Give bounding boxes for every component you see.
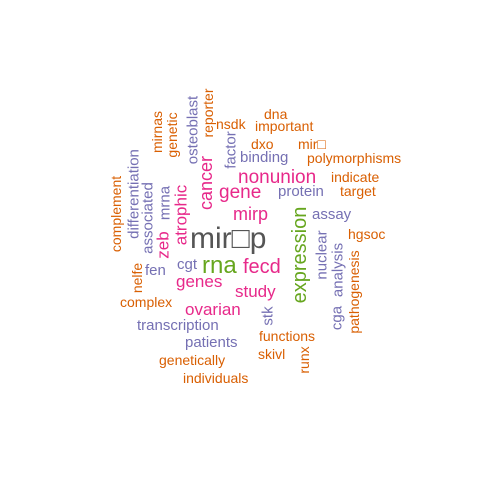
word-study: study: [235, 282, 276, 301]
word-factor: factor: [222, 131, 240, 169]
word-mir-box: mir□: [298, 136, 326, 152]
word-associated: associated: [139, 182, 157, 254]
word-hgsoc: hgsoc: [348, 226, 386, 242]
word-protein: protein: [278, 183, 324, 200]
word-rna: rna: [202, 252, 237, 279]
word-nsdk: nsdk: [216, 116, 246, 132]
word-mirp: mirp: [233, 204, 268, 224]
word-patients: patients: [185, 334, 238, 351]
word-gene: gene: [219, 182, 262, 203]
word-cgt: cgt: [177, 256, 198, 273]
word-indicate: indicate: [331, 169, 380, 185]
word-target: target: [340, 183, 376, 199]
word-nonunion: nonunion: [238, 167, 317, 188]
word-assay: assay: [312, 206, 352, 223]
word-important: important: [255, 118, 314, 134]
word-osteoblast: osteoblast: [184, 95, 202, 165]
word-expression: expression: [289, 206, 311, 304]
word-binding: binding: [240, 149, 289, 166]
word-differentiation: differentiation: [125, 149, 143, 239]
word-complement: complement: [108, 175, 124, 253]
word-mirnas: mirnas: [149, 110, 165, 154]
word-mrna: mrna: [156, 185, 174, 221]
word-ovarian: ovarian: [185, 300, 241, 319]
word-genetically: genetically: [159, 352, 226, 368]
word-reporter: reporter: [200, 88, 216, 138]
word-mir-p: mir□p: [190, 222, 267, 255]
word-zeb: zeb: [153, 231, 173, 259]
word-functions: functions: [259, 328, 316, 344]
word-fecd: fecd: [243, 256, 281, 278]
word-runx: runx: [296, 346, 312, 374]
word-dxo: dxo: [251, 136, 274, 152]
word-genes: genes: [176, 272, 223, 291]
word-individuals: individuals: [183, 370, 249, 386]
word-analysis: analysis: [329, 242, 347, 298]
word-nuclear: nuclear: [313, 230, 331, 280]
word-transcription: transcription: [137, 317, 219, 334]
word-cga: cga: [328, 305, 346, 331]
word-dna: dna: [264, 106, 288, 122]
word-pathogenesis: pathogenesis: [346, 250, 362, 334]
word-stk: stk: [259, 306, 277, 326]
word-nelfe: nelfe: [129, 262, 145, 294]
word-genetic: genetic: [164, 112, 180, 158]
word-polymorphisms: polymorphisms: [307, 150, 402, 166]
word-skivl: skivl: [258, 346, 286, 362]
word-atrophic: atrophic: [171, 184, 191, 246]
word-fen: fen: [145, 262, 166, 279]
word-complex: complex: [120, 294, 173, 310]
